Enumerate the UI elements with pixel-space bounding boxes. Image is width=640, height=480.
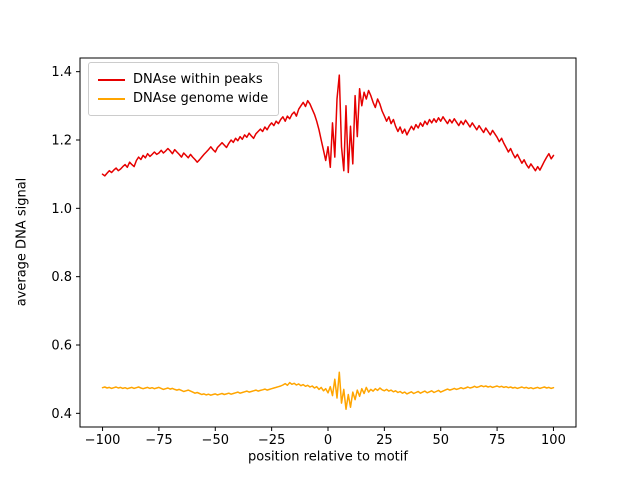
x-tick-label: −25 <box>258 433 285 448</box>
legend-item: DNAse within peaks <box>98 70 268 89</box>
y-axis-label: average DNA signal <box>14 177 30 307</box>
legend-item: DNAse genome wide <box>98 89 268 108</box>
legend-label-genome-wide: DNAse genome wide <box>133 91 269 106</box>
legend-label-within-peaks: DNAse within peaks <box>133 72 263 87</box>
y-tick-label: 1.0 <box>51 202 72 217</box>
x-tick-label: 100 <box>541 433 566 448</box>
x-tick-label: −75 <box>145 433 172 448</box>
x-tick-label: 50 <box>432 433 449 448</box>
x-tick-label: 0 <box>324 433 332 448</box>
x-tick-label: −100 <box>85 433 121 448</box>
x-tick-label: 25 <box>376 433 393 448</box>
y-tick-label: 1.4 <box>51 65 72 80</box>
legend: DNAse within peaks DNAse genome wide <box>88 62 280 116</box>
legend-line-red-icon <box>98 78 125 81</box>
y-tick-label: 1.2 <box>51 134 72 149</box>
series-dnase-within-peaks <box>101 74 555 177</box>
series-dnase-genome-wide <box>101 371 555 410</box>
y-tick-label: 0.4 <box>51 407 72 422</box>
x-axis-label: position relative to motif <box>248 449 408 465</box>
legend-line-orange-icon <box>98 97 125 100</box>
y-tick-label: 0.6 <box>51 339 72 354</box>
x-tick-label: −50 <box>202 433 229 448</box>
y-tick-label: 0.8 <box>51 270 72 285</box>
x-tick-label: 75 <box>489 433 506 448</box>
